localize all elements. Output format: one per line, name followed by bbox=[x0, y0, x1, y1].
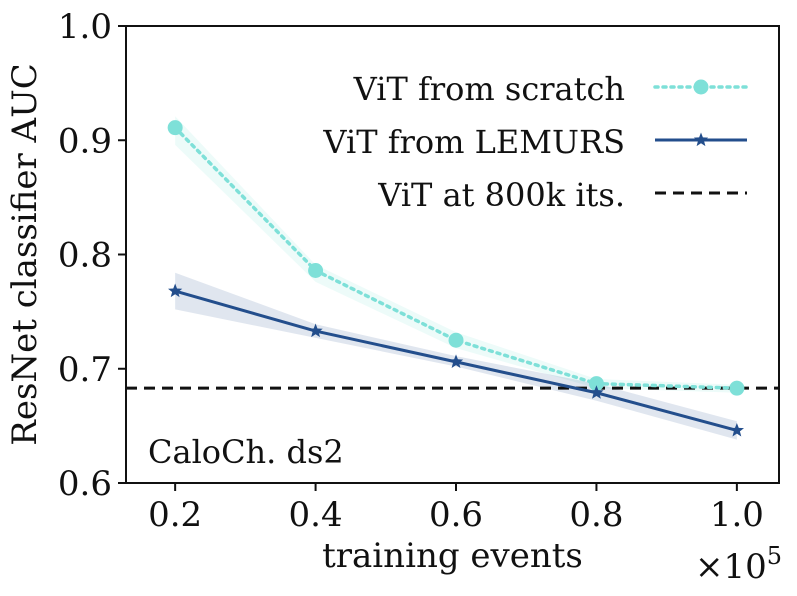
marker-vit-from-lemurs-2 bbox=[448, 354, 464, 368]
legend-label-lemurs: ViT from LEMURS bbox=[322, 123, 625, 161]
legend-samples bbox=[653, 79, 749, 195]
series-markers bbox=[167, 120, 745, 437]
marker-vit-from-lemurs-0 bbox=[168, 283, 183, 298]
x-tick-label: 0.2 bbox=[148, 495, 202, 535]
marker-vit-from-scratch-3 bbox=[588, 376, 604, 392]
marker-vit-from-scratch-4 bbox=[729, 380, 745, 396]
band-vit-from-lemurs bbox=[175, 272, 737, 440]
y-tick-label: 1.0 bbox=[58, 7, 112, 47]
x-tick-label: 0.8 bbox=[569, 495, 623, 535]
y-axis-label: ResNet classifier AUC bbox=[5, 63, 45, 446]
legend-sample-lemurs-marker bbox=[693, 132, 709, 147]
x-axis-multiplier-base: ×10 bbox=[695, 547, 767, 587]
marker-vit-from-lemurs-3 bbox=[589, 385, 604, 399]
series-lines bbox=[173, 125, 739, 432]
y-tick-label: 0.8 bbox=[58, 236, 112, 276]
x-tick-label: 0.4 bbox=[289, 495, 343, 535]
marker-vit-from-lemurs-4 bbox=[729, 422, 744, 437]
marker-vit-from-scratch-2 bbox=[448, 332, 464, 348]
confidence-bands bbox=[175, 116, 737, 440]
y-tick-label: 0.7 bbox=[58, 350, 112, 390]
marker-vit-from-scratch-0 bbox=[167, 120, 183, 136]
line-vit-from-scratch bbox=[173, 125, 739, 390]
y-axis-ticks: 0.6 0.7 0.8 0.9 1.0 bbox=[58, 7, 126, 504]
x-axis-multiplier-exponent: 5 bbox=[767, 542, 782, 570]
marker-vit-from-scratch-1 bbox=[308, 262, 324, 278]
x-tick-label: 1.0 bbox=[710, 495, 764, 535]
x-axis-multiplier: ×105 bbox=[695, 542, 782, 587]
y-tick-label: 0.6 bbox=[58, 464, 112, 504]
marker-vit-from-lemurs-1 bbox=[308, 323, 323, 338]
y-tick-label: 0.9 bbox=[58, 121, 112, 161]
x-axis-ticks: 0.2 0.4 0.6 0.8 1.0 bbox=[148, 483, 764, 535]
dataset-annotation: CaloCh. ds2 bbox=[148, 433, 344, 471]
legend-label-reference: ViT at 800k its. bbox=[377, 176, 625, 214]
legend: ViT from scratch ViT from LEMURS ViT at … bbox=[322, 70, 749, 214]
x-axis-label: training events bbox=[322, 536, 583, 576]
x-tick-label: 0.6 bbox=[429, 495, 483, 535]
legend-sample-scratch-marker bbox=[693, 79, 709, 95]
legend-label-scratch: ViT from scratch bbox=[353, 70, 625, 108]
